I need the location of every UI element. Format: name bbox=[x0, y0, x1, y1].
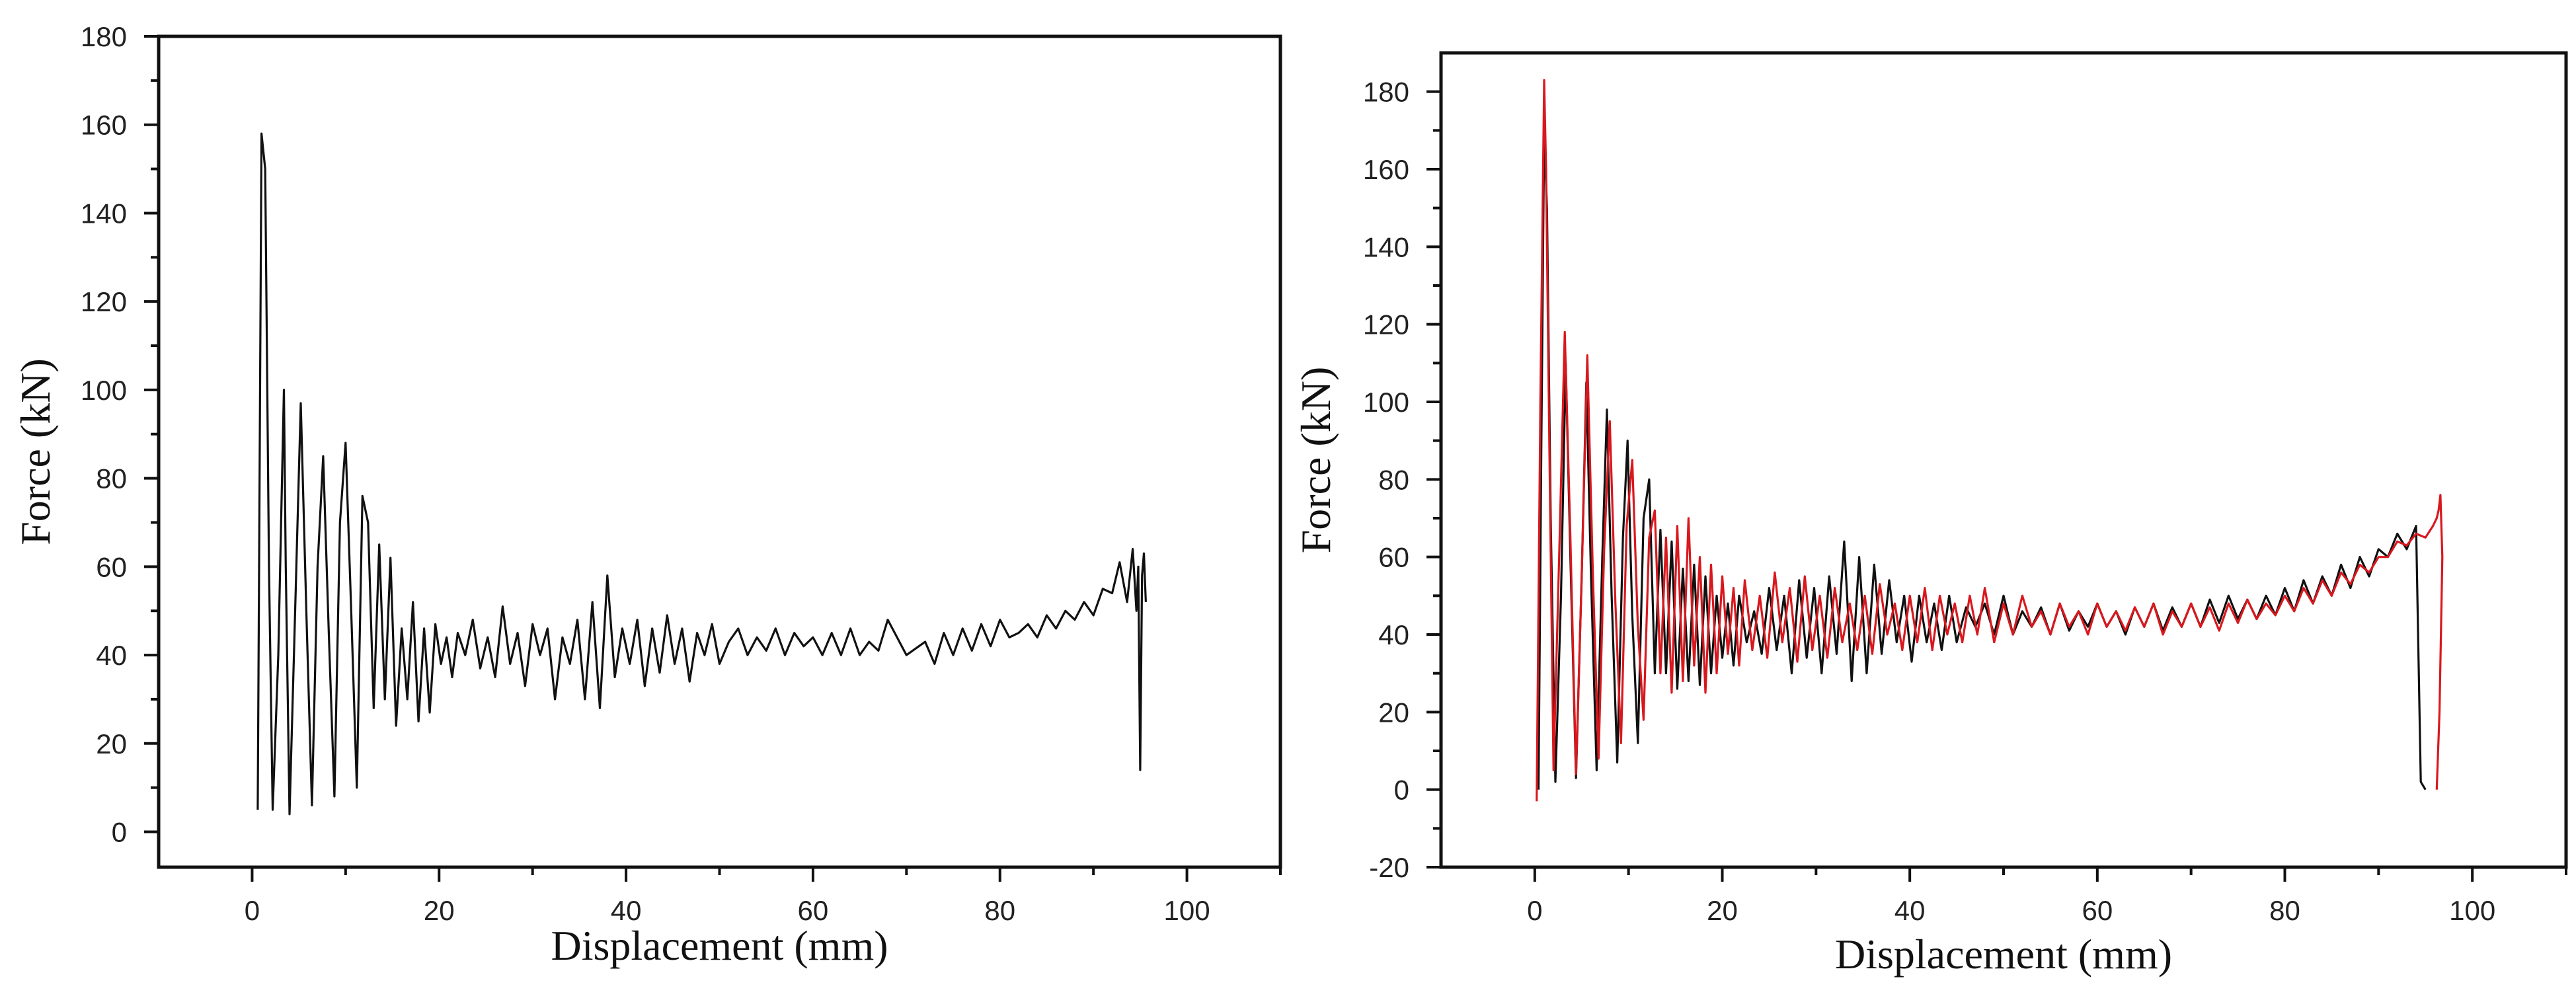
y-tick-label: 20 bbox=[1378, 697, 1409, 728]
x-tick-label: 20 bbox=[1707, 895, 1738, 926]
x-tick-label: 60 bbox=[798, 895, 829, 926]
x-tick-label: 20 bbox=[424, 895, 455, 926]
plot-frame bbox=[157, 34, 1282, 869]
x-tick-label: 40 bbox=[611, 895, 642, 926]
x-axis-title: Displacement (mm) bbox=[551, 922, 888, 969]
series-line-1 bbox=[256, 132, 1147, 816]
chart-panel-2: 0 20 40 60 80 100 -20 0 20 40 60 80 100 120 140 160 180 D… bbox=[1292, 51, 2568, 978]
x-tick-label: 40 bbox=[1894, 895, 1926, 926]
series-line-2 bbox=[1536, 79, 2444, 802]
x-tick-label: 100 bbox=[2449, 895, 2495, 926]
plot-frame bbox=[1439, 51, 2568, 869]
x-tick-label: 60 bbox=[2082, 895, 2113, 926]
y-tick-label: 100 bbox=[1363, 387, 1409, 418]
y-tick-label: 60 bbox=[1378, 542, 1409, 573]
y-tick-label: 60 bbox=[96, 551, 127, 582]
x-tick-label: 100 bbox=[1164, 895, 1210, 926]
x-axis-title: Displacement (mm) bbox=[1835, 931, 2172, 978]
y-tick-label: 0 bbox=[112, 817, 127, 848]
y-tick-label: 160 bbox=[1363, 154, 1409, 185]
y-tick-label: 40 bbox=[1378, 619, 1409, 650]
y-tick-label: 80 bbox=[1378, 464, 1409, 495]
chart-panel-1: 0 20 40 60 80 100 0 20 40 60 80 100 120 140 160 180 Disp… bbox=[12, 21, 1282, 969]
y-axis-title: Force (kN) bbox=[12, 358, 59, 545]
y-tick-label: 80 bbox=[96, 463, 127, 494]
y-axis-title: Force (kN) bbox=[1292, 367, 1339, 554]
x-tick-label: 0 bbox=[1527, 895, 1542, 926]
y-tick-label: -20 bbox=[1369, 852, 1409, 883]
y-tick-label: 100 bbox=[81, 375, 127, 406]
y-tick-label: 140 bbox=[81, 198, 127, 229]
y-tick-label: 160 bbox=[81, 110, 127, 141]
x-tick-label: 80 bbox=[984, 895, 1015, 926]
y-tick-label: 40 bbox=[96, 640, 127, 671]
y-tick-label: 0 bbox=[1394, 775, 1409, 806]
x-tick-label: 0 bbox=[245, 895, 260, 926]
y-tick-label: 140 bbox=[1363, 231, 1409, 262]
y-tick-label: 180 bbox=[1363, 77, 1409, 108]
y-tick-label: 180 bbox=[81, 21, 127, 52]
x-tick-label: 80 bbox=[2269, 895, 2300, 926]
y-tick-label: 20 bbox=[96, 728, 127, 759]
y-tick-label: 120 bbox=[1363, 309, 1409, 340]
y-tick-label: 120 bbox=[81, 286, 127, 317]
